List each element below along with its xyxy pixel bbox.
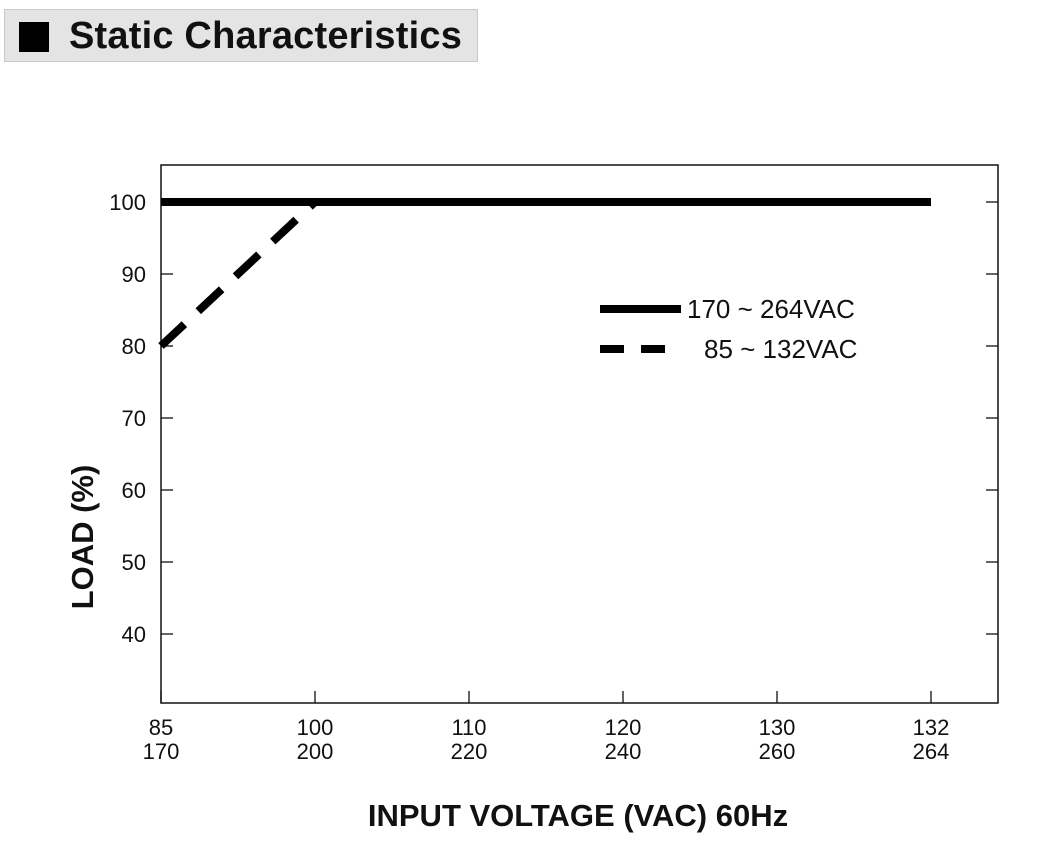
x-tick-label-top: 132 [913, 715, 950, 740]
y-tick-label: 80 [122, 334, 146, 359]
plot-area-frame [160, 164, 999, 704]
series-line-85-132vac [158, 199, 318, 349]
x-tick-label-bottom: 220 [451, 739, 488, 764]
x-tick-label-bottom: 170 [143, 739, 180, 764]
y-tick-label: 60 [122, 478, 146, 503]
x-tick-label-top: 110 [451, 715, 486, 740]
x-tick-label-bottom: 240 [605, 739, 642, 764]
y-tick-label: 100 [109, 190, 146, 215]
y-tick-label: 90 [122, 262, 146, 287]
x-tick-label-top: 100 [297, 715, 334, 740]
x-tick-label-top: 120 [605, 715, 642, 740]
y-tick-label: 50 [122, 550, 146, 575]
x-tick-label-bottom: 260 [759, 739, 796, 764]
section-title: Static Characteristics [69, 15, 463, 57]
y-tick-label: 70 [122, 406, 146, 431]
x-tick-label-top: 130 [759, 715, 796, 740]
legend-label: 170 ~ 264VAC [687, 294, 855, 324]
x-tick-label-bottom: 264 [913, 739, 950, 764]
section-header: Static Characteristics [4, 9, 478, 62]
x-tick-label-top: 85 [149, 715, 173, 740]
legend-label: 85 ~ 132VAC [704, 334, 857, 364]
black-square-bullet-icon [19, 22, 49, 52]
x-axis-title: INPUT VOLTAGE (VAC) 60Hz [368, 798, 788, 833]
y-tick-label: 40 [122, 622, 146, 647]
y-axis-title: LOAD (%) [65, 465, 100, 610]
x-tick-label-bottom: 200 [297, 739, 334, 764]
